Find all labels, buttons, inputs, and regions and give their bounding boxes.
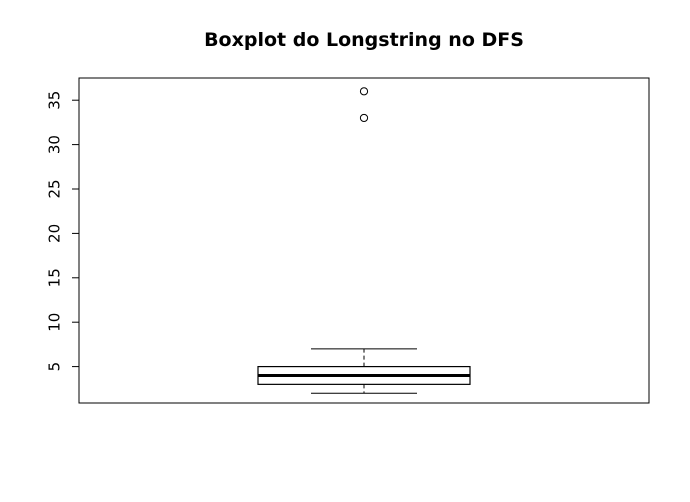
- y-axis: 5 10 15 20 25 30 35: [46, 91, 80, 372]
- outlier-point-0: [359, 113, 369, 123]
- outlier-point-1: [359, 87, 369, 96]
- y-tick-label-10: 10: [46, 313, 64, 332]
- box-group: [257, 87, 471, 394]
- plot-frame: [78, 77, 650, 404]
- y-tick-label-25: 25: [46, 179, 64, 198]
- y-tick-label-20: 20: [46, 224, 64, 243]
- y-tick-label-15: 15: [46, 268, 64, 287]
- y-tick-label-35: 35: [46, 91, 64, 110]
- y-tick-label-5: 5: [46, 362, 64, 372]
- y-tick-label-30: 30: [46, 135, 64, 154]
- chart-title: Boxplot do Longstring no DFS: [204, 29, 524, 51]
